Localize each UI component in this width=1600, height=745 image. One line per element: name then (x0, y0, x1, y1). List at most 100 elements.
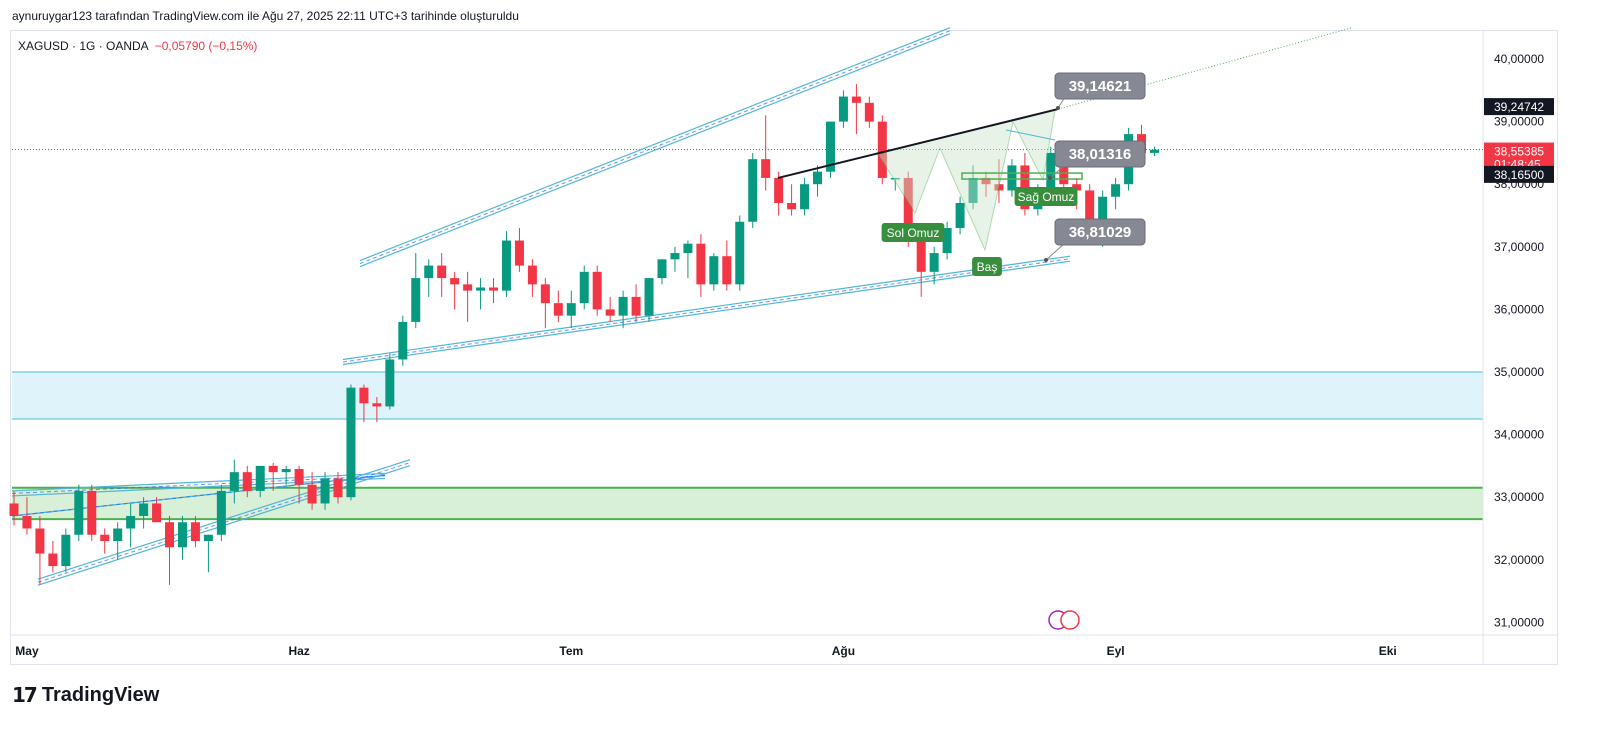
candle (411, 253, 421, 329)
candle (385, 353, 395, 410)
tradingview-wordmark: TradingView (41, 683, 160, 706)
candle-body (229, 472, 239, 491)
candle (592, 265, 602, 316)
candle-body (9, 503, 19, 516)
candle-body (735, 221, 745, 285)
pattern-label: Sağ Omuz (1014, 187, 1078, 206)
candle-body (683, 243, 693, 254)
price-tag-box (1484, 98, 1554, 116)
callout-pointer (1045, 242, 1066, 261)
y-tick-label: 39,00000 (1494, 115, 1544, 129)
candle (9, 490, 19, 526)
candle-body (605, 309, 615, 316)
candle (216, 484, 226, 542)
candle-body (800, 184, 810, 210)
pattern-label-text: Sol Omuz (887, 226, 940, 240)
callout-text: 39,14621 (1069, 78, 1132, 95)
candle (229, 459, 239, 504)
candle (1149, 146, 1159, 157)
candle (955, 196, 965, 235)
price-chart[interactable]: Sol Omuz Baş Sağ Omuz 39,14621 38,01316 36,8… (0, 0, 1600, 680)
pattern-label-box (972, 257, 1002, 276)
candle (942, 221, 952, 260)
callout-anchor (1056, 106, 1060, 110)
candle-body (424, 265, 434, 279)
x-tick-label: Tem (559, 644, 583, 658)
candle (787, 184, 797, 216)
callout-text: 36,81029 (1069, 224, 1132, 241)
candle-body (838, 96, 848, 122)
candle-body (437, 265, 447, 279)
candle-body (890, 177, 900, 180)
candle-body (372, 403, 382, 407)
price-tag-text: 39,24742 (1494, 100, 1544, 114)
candle-body (190, 522, 200, 542)
candle-body (450, 278, 460, 285)
candle-body (942, 228, 952, 254)
candle (294, 465, 304, 504)
candle-body (281, 469, 291, 473)
x-tick-label: Eyl (1107, 644, 1125, 658)
lower-channel-line-b (342, 260, 1071, 366)
candle-body (916, 240, 926, 272)
candle (1020, 152, 1030, 216)
price-tag-text: 38,16500 (1494, 168, 1544, 182)
candle (1007, 159, 1017, 197)
candle (670, 246, 680, 272)
symbol-legend[interactable]: XAGUSD · 1G · OANDA −0,05790 (−0,15%) (18, 39, 257, 53)
candle (489, 278, 499, 304)
candle (1111, 177, 1121, 210)
candle-body (48, 553, 58, 567)
candle (514, 228, 524, 272)
lower-channel (342, 255, 1071, 366)
candle (113, 522, 123, 560)
lower-channel-midline (342, 258, 1071, 363)
candle-body (113, 528, 123, 542)
candle-body (1072, 184, 1082, 191)
candle (683, 240, 693, 279)
y-tick-label: 33,00000 (1494, 490, 1544, 504)
candle-body (1046, 152, 1056, 188)
candle (35, 515, 45, 585)
candle-body (203, 534, 213, 542)
candle-body (87, 490, 97, 535)
head-and-shoulders-pattern: Sol Omuz Baş Sağ Omuz (777, 108, 1083, 276)
candle (476, 278, 486, 310)
candle-body (994, 184, 1004, 191)
candle (424, 259, 434, 297)
candle (242, 465, 252, 498)
candle (748, 152, 758, 229)
neckline-box (961, 172, 1083, 180)
candle (346, 384, 356, 501)
chart-frame[interactable] (10, 30, 1558, 665)
price-tag-box (1484, 165, 1554, 183)
pattern-label-box (1014, 187, 1078, 206)
candle-body (540, 284, 550, 304)
upper-channel-midline (359, 30, 951, 265)
candle-body (1059, 152, 1069, 185)
candle-body (670, 253, 680, 260)
candle-body (748, 159, 758, 222)
y-tick-label: 34,00000 (1494, 428, 1544, 442)
candle (177, 515, 187, 560)
candle-body (644, 278, 654, 316)
candle-body (126, 515, 136, 529)
candle (631, 284, 641, 322)
callout-anchor (1048, 176, 1052, 180)
candle (152, 497, 162, 523)
candle-body (851, 96, 861, 103)
candle (527, 259, 537, 297)
candle (126, 503, 136, 548)
candle-body (553, 303, 563, 316)
candle-body (139, 503, 149, 516)
triangle-top-2-line-a (11, 472, 386, 492)
callout-text: 38,01316 (1069, 146, 1132, 163)
candle (48, 541, 58, 573)
candle (553, 290, 563, 322)
tradingview-brand[interactable]: 17 TradingView (12, 683, 159, 707)
candle-body (1149, 149, 1159, 153)
x-tick-label: May (15, 644, 39, 658)
candle-body (981, 177, 991, 185)
callout-box (1054, 218, 1146, 246)
candle-body (787, 202, 797, 210)
